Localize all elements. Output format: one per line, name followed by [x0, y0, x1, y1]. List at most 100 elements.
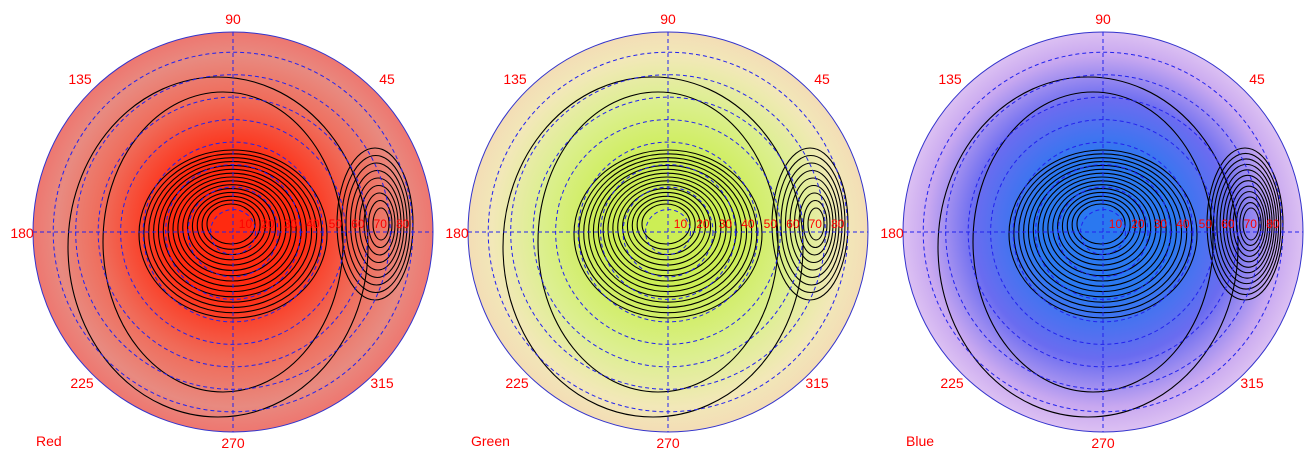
contour-line — [1008, 149, 1198, 319]
contour-line — [1071, 199, 1131, 250]
angle-tick-label: 90 — [225, 11, 241, 27]
contour-line — [367, 199, 393, 249]
angle-tick-label: 225 — [940, 375, 964, 391]
angle-tick-label: 135 — [938, 71, 962, 87]
contour-line — [502, 76, 804, 418]
contour-line — [191, 191, 271, 261]
angle-tick-label: 225 — [505, 375, 529, 391]
angle-tick-label: 270 — [656, 435, 680, 451]
contour-line — [201, 199, 261, 250]
contour-line — [177, 180, 287, 277]
angle-tick-label: 135 — [68, 71, 92, 87]
contour-line — [157, 164, 307, 298]
radial-tick-label: 10 — [674, 217, 688, 231]
angle-tick-label: 315 — [370, 375, 394, 391]
contour-line — [1222, 174, 1273, 274]
contour-line — [1032, 168, 1172, 293]
contour-line — [354, 177, 402, 271]
contour-line — [607, 176, 727, 282]
radial-tick-label: 30 — [284, 217, 298, 231]
radial-tick-label: 50 — [764, 217, 778, 231]
contour-line — [775, 154, 846, 294]
contour-line — [798, 192, 831, 256]
contour-line — [206, 203, 256, 245]
contour-line — [1235, 196, 1264, 252]
radial-tick-label: 20 — [696, 217, 710, 231]
angle-tick-label: 180 — [10, 225, 34, 241]
polar-plot-blue: 45 90 135 180 225 270 315 10 20 30 40 50 60 70 80 Blue — [870, 0, 1305, 454]
radial-tick-label: 80 — [396, 217, 410, 231]
contour-line — [807, 207, 825, 241]
contour-line — [1076, 203, 1126, 245]
contour-line — [1042, 176, 1162, 282]
contour-line — [1037, 172, 1167, 287]
contour-line — [1212, 158, 1280, 290]
radial-tick-label: 60 — [1221, 217, 1235, 231]
angle-tick-label: 45 — [379, 71, 395, 87]
contour-line — [1232, 191, 1267, 257]
radial-tick-label: 40 — [1176, 217, 1190, 231]
contour-line — [793, 184, 834, 264]
radial-tick-label: 40 — [306, 217, 320, 231]
angle-tick-label: 135 — [503, 71, 527, 87]
contour-line — [345, 162, 408, 286]
angle-tick-label: 90 — [1095, 11, 1111, 27]
contour-line — [167, 172, 297, 287]
radial-tick-label: 80 — [1266, 217, 1280, 231]
polar-plot-svg: 45 90 135 180 225 270 315 10 20 30 40 50 60 70 80 Red — [10, 11, 434, 451]
radial-tick-label: 80 — [831, 217, 845, 231]
radial-tick-label: 20 — [1131, 217, 1145, 231]
angle-tick-label: 270 — [1091, 435, 1115, 451]
contour-line — [182, 184, 282, 271]
channel-name: Red — [36, 433, 62, 449]
contour-line — [162, 168, 302, 293]
contour-line — [1219, 169, 1275, 279]
radial-tick-label: 20 — [261, 217, 275, 231]
angle-tick-label: 225 — [70, 375, 94, 391]
contour-line — [1209, 152, 1282, 296]
contour-line — [1226, 180, 1271, 268]
angle-tick-label: 315 — [805, 375, 829, 391]
angle-tick-label: 180 — [880, 225, 904, 241]
contour-line — [1239, 201, 1262, 247]
contour-line — [1229, 185, 1269, 263]
polar-plot-red: 45 90 135 180 225 270 315 10 20 30 40 50 60 70 80 Red — [0, 0, 435, 454]
contour-line — [636, 199, 696, 250]
radial-tick-label: 10 — [1109, 217, 1123, 231]
angle-tick-label: 270 — [221, 435, 245, 451]
radial-tick-label: 70 — [1244, 217, 1258, 231]
contour-line — [67, 76, 369, 418]
polar-plot-green: 45 90 135 180 225 270 315 10 20 30 40 50 60 70 80 Green — [435, 0, 870, 454]
radial-tick-label: 30 — [719, 217, 733, 231]
contour-line — [626, 191, 706, 261]
contour-line — [617, 184, 717, 271]
angle-tick-label: 315 — [1240, 375, 1264, 391]
radial-tick-label: 60 — [351, 217, 365, 231]
angle-tick-label: 180 — [445, 225, 469, 241]
contour-line — [1061, 191, 1141, 261]
contour-line — [602, 172, 732, 287]
contour-line — [172, 176, 292, 282]
polar-plot-svg: 45 90 135 180 225 270 315 10 20 30 40 50 60 70 80 Green — [445, 11, 869, 451]
contour-line — [641, 203, 691, 245]
contour-line — [612, 180, 722, 277]
channel-name: Green — [471, 433, 510, 449]
contour-line — [780, 162, 843, 286]
radial-tick-label: 70 — [374, 217, 388, 231]
contour-line — [340, 154, 411, 294]
radial-tick-label: 70 — [809, 217, 823, 231]
contour-line — [358, 184, 399, 264]
angle-tick-label: 45 — [1249, 71, 1265, 87]
radial-tick-label: 30 — [1154, 217, 1168, 231]
contour-line — [363, 192, 396, 256]
contour-line — [1057, 188, 1147, 266]
angle-tick-label: 45 — [814, 71, 830, 87]
radial-tick-label: 60 — [786, 217, 800, 231]
contour-line — [1027, 164, 1177, 298]
contour-line — [592, 164, 742, 298]
contour-line — [573, 149, 763, 319]
contour-line — [972, 91, 1214, 393]
channel-name: Blue — [906, 433, 934, 449]
contour-line — [1216, 163, 1278, 285]
